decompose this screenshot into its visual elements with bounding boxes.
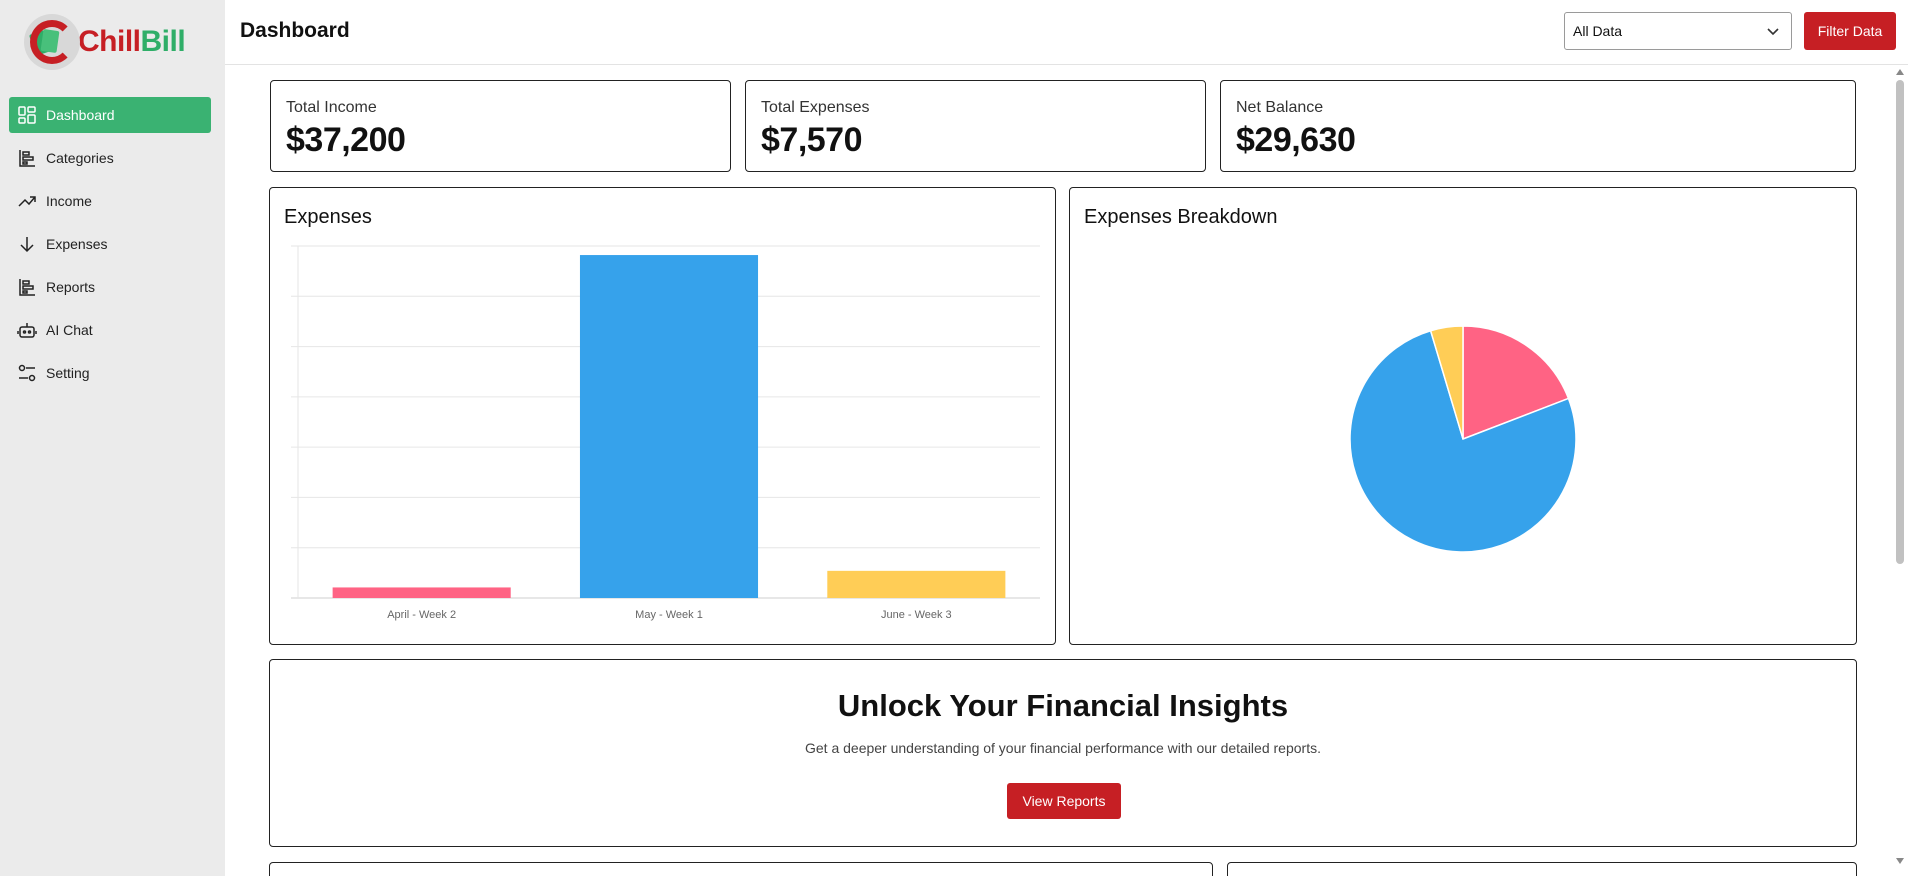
stat-label: Total Expenses: [761, 99, 870, 116]
sidebar-item-label: Categories: [46, 150, 114, 166]
trending-up-icon: [17, 191, 37, 211]
stat-value: $29,630: [1236, 121, 1356, 159]
cta-title: Unlock Your Financial Insights: [837, 688, 1289, 723]
bar-3[interactable]: [827, 570, 1006, 598]
sidebar-item-label: Expenses: [46, 236, 108, 252]
x-tick-label: April - Week 2: [387, 609, 456, 621]
sidebar-item-income[interactable]: Income: [9, 183, 211, 219]
brand-name-part1: Chill: [78, 25, 141, 58]
bar-1[interactable]: [332, 587, 511, 598]
sidebar-item-ai-chat[interactable]: AI Chat: [9, 312, 211, 348]
stat-card-total-expenses: Total Expenses $7,570: [745, 80, 1206, 172]
scroll-up-arrow-icon[interactable]: [1896, 69, 1904, 75]
card-title: Expenses Breakdown: [1084, 206, 1278, 228]
chart-list-icon: [17, 148, 37, 168]
bot-icon: [17, 320, 37, 340]
stat-value: $7,570: [761, 121, 863, 159]
stat-label: Total Income: [286, 99, 377, 116]
expenses-chart-card: Expenses April - Week 2 May - Week 1 June …: [269, 187, 1056, 645]
stat-value: $37,200: [286, 121, 406, 159]
bar-2[interactable]: [579, 255, 759, 598]
view-reports-button[interactable]: View Reports: [1007, 783, 1121, 819]
arrow-down-icon: [17, 234, 37, 254]
bottom-card-left: [269, 862, 1213, 876]
sidebar-item-setting[interactable]: Setting: [9, 355, 211, 391]
filter-data-button[interactable]: Filter Data: [1804, 12, 1896, 50]
brand-logo[interactable]: ChillBill: [24, 12, 186, 72]
insights-cta-card: Unlock Your Financial Insights Get a dee…: [269, 659, 1857, 847]
sidebar: ChillBill Dashboard Categories Incom: [0, 0, 225, 876]
sidebar-item-categories[interactable]: Categories: [9, 140, 211, 176]
chart-list-icon: [17, 277, 37, 297]
pie-slice-1[interactable]: [1462, 325, 1570, 441]
sidebar-item-expenses[interactable]: Expenses: [9, 226, 211, 262]
sidebar-item-label: Dashboard: [46, 107, 115, 123]
sidebar-item-label: Reports: [46, 279, 96, 295]
sidebar-item-label: AI Chat: [46, 322, 93, 338]
expenses-pie-chart: [1349, 325, 1577, 553]
chevron-down-icon: [1767, 28, 1779, 36]
sidebar-item-label: Income: [46, 193, 92, 209]
sidebar-item-label: Setting: [46, 365, 90, 381]
scrollbar-thumb[interactable]: [1896, 80, 1904, 564]
pie-slice-2[interactable]: [1349, 329, 1577, 553]
dashboard-icon: [17, 105, 37, 125]
stat-label: Net Balance: [1236, 99, 1324, 116]
stat-card-total-income: Total Income $37,200: [270, 80, 731, 172]
x-tick-label: June - Week 3: [881, 609, 952, 621]
data-range-select[interactable]: All Data: [1564, 12, 1792, 50]
page-title: Dashboard: [240, 19, 350, 42]
brand-name-part2: Bill: [140, 25, 186, 58]
expenses-breakdown-card: Expenses Breakdown: [1069, 187, 1857, 645]
logo-mark-icon: [24, 14, 80, 70]
card-title: Expenses: [284, 206, 372, 228]
expenses-bar-chart: April - Week 2 May - Week 1 June - Week 3: [291, 245, 1040, 621]
pie-slice-3[interactable]: [1429, 325, 1464, 440]
cta-subtitle: Get a deeper understanding of your finan…: [805, 740, 1321, 756]
sidebar-nav: Dashboard Categories Income Expenses: [9, 97, 211, 398]
bottom-card-right: [1227, 862, 1857, 876]
x-tick-label: May - Week 1: [635, 609, 703, 621]
top-header: Dashboard All Data Filter Data: [225, 0, 1908, 65]
sidebar-item-dashboard[interactable]: Dashboard: [9, 97, 211, 133]
settings-sliders-icon: [17, 363, 37, 383]
sidebar-item-reports[interactable]: Reports: [9, 269, 211, 305]
stat-card-net-balance: Net Balance $29,630: [1220, 80, 1856, 172]
scroll-down-arrow-icon[interactable]: [1896, 858, 1904, 864]
brand-name: ChillBill: [78, 25, 186, 59]
select-value: All Data: [1573, 23, 1623, 39]
